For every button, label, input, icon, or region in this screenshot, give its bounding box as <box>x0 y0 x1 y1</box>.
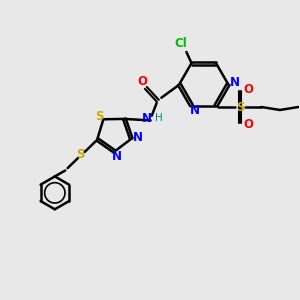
Text: N: N <box>190 104 200 117</box>
Text: N: N <box>230 76 240 89</box>
Text: N: N <box>141 112 152 125</box>
Text: O: O <box>138 75 148 88</box>
Text: S: S <box>236 100 244 113</box>
Text: O: O <box>243 118 253 130</box>
Text: H: H <box>155 113 163 123</box>
Text: N: N <box>133 131 143 144</box>
Text: O: O <box>243 83 253 97</box>
Text: S: S <box>96 110 104 123</box>
Text: Cl: Cl <box>175 37 188 50</box>
Text: N: N <box>112 150 122 164</box>
Text: S: S <box>76 148 85 161</box>
